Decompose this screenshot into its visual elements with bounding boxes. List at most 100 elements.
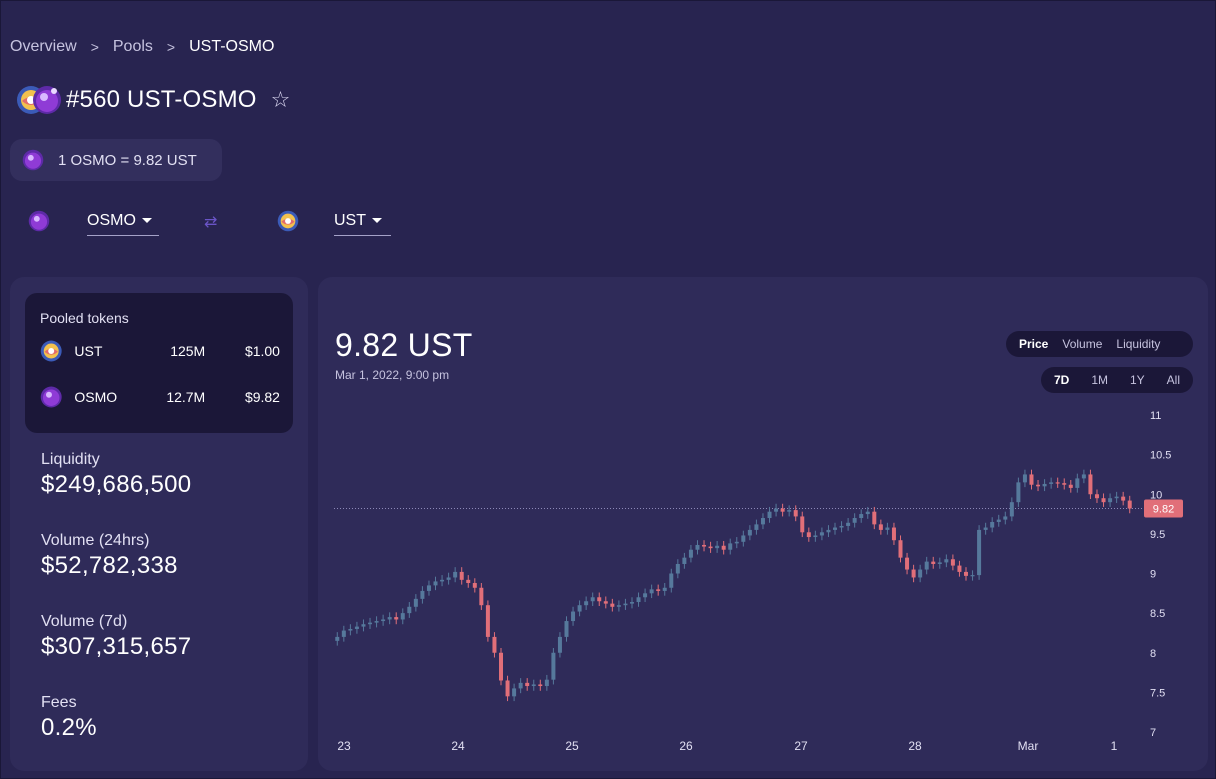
x-tick-label: 25 (565, 739, 579, 753)
pool-stats-card: Pooled tokens UST 125M $1.00 OSMO 12.7M … (10, 277, 308, 771)
y-tick-label: 8 (1150, 648, 1156, 660)
tab-range-7d[interactable]: 7D (1054, 373, 1070, 387)
candle-body (1101, 498, 1106, 503)
candle-body (937, 562, 942, 564)
candle-body (918, 569, 923, 578)
page-title: #560 UST-OSMO (66, 86, 257, 113)
candle-body (1036, 484, 1041, 487)
candle-body (361, 624, 366, 627)
tab-price[interactable]: Price (1019, 337, 1049, 351)
candle-body (440, 579, 445, 582)
breadcrumb: Overview > Pools > UST-OSMO (10, 38, 274, 56)
pooled-token-amount: 12.7M (166, 389, 206, 405)
x-tick-label: 26 (679, 739, 693, 753)
candle-body (1121, 496, 1126, 501)
candle-body (636, 597, 641, 603)
candle-body (485, 605, 490, 637)
x-tick-label: 23 (337, 739, 351, 753)
osmo-token-icon (40, 386, 62, 408)
candle-body (341, 630, 346, 637)
candle-body (891, 527, 896, 541)
fees-stat: Fees 0.2% (41, 694, 97, 742)
candle-body (492, 636, 497, 653)
candle-body (800, 516, 805, 533)
tab-range-1m[interactable]: 1M (1091, 373, 1108, 387)
candle-body (1088, 474, 1093, 495)
candle-body (1042, 483, 1047, 487)
breadcrumb-pools[interactable]: Pools (112, 38, 153, 55)
candle-body (688, 549, 693, 558)
candle-body (741, 535, 746, 542)
y-tick-label: 9.5 (1150, 529, 1165, 541)
liquidity-value: $249,686,500 (41, 471, 192, 498)
tab-range-all[interactable]: All (1166, 373, 1180, 387)
from-token-select[interactable]: OSMO (87, 206, 159, 236)
candle-body (1003, 516, 1008, 520)
pooled-token-price: $9.82 (244, 389, 280, 405)
x-tick-label: Mar (1018, 739, 1039, 753)
candle-body (872, 511, 877, 525)
candle-body (616, 605, 621, 607)
to-token-select[interactable]: UST (334, 206, 391, 236)
candle-body (1062, 483, 1067, 485)
swap-arrows-icon[interactable]: ⇄ (204, 214, 218, 231)
ust-token-icon (40, 340, 62, 362)
volume-24h-value: $52,782,338 (41, 552, 178, 579)
pooled-token-row: OSMO 12.7M $9.82 (40, 383, 280, 411)
tab-liquidity[interactable]: Liquidity (1116, 337, 1161, 351)
candle-body (780, 508, 785, 512)
candle-body (649, 589, 654, 594)
x-tick-label: 1 (1111, 739, 1118, 753)
candle-body (610, 603, 615, 607)
tab-range-1y[interactable]: 1Y (1129, 373, 1145, 387)
candle-body (977, 529, 982, 576)
tab-volume[interactable]: Volume (1062, 337, 1103, 351)
liquidity-stat: Liquidity $249,686,500 (41, 451, 191, 499)
price-chart[interactable]: 11 10.5 10 9.5 9 8.5 8 7.5 7 23 24 25 26 27 28 Mar 1 9.82 (318, 277, 1208, 771)
exchange-rate-pill: 1 OSMO = 9.82 UST (10, 139, 222, 181)
candle-body (629, 602, 634, 604)
candle-body (905, 557, 910, 570)
candle-body (865, 511, 870, 515)
candle-body (597, 597, 602, 602)
candle-body (453, 571, 458, 578)
candle-body (544, 679, 549, 687)
candle-body (734, 541, 739, 544)
candle-body (335, 636, 340, 641)
candle-body (348, 628, 353, 631)
breadcrumb-overview[interactable]: Overview (10, 38, 77, 55)
candle-body (859, 514, 864, 519)
candle-body (846, 522, 851, 526)
breadcrumb-current-pool: UST-OSMO (189, 38, 275, 55)
candle-body (767, 511, 772, 519)
pooled-tokens-title: Pooled tokens (40, 310, 129, 326)
candle-body (1009, 502, 1014, 517)
pooled-token-row: UST 125M $1.00 (40, 337, 280, 365)
candle-body (990, 521, 995, 528)
candle-body (557, 636, 562, 653)
candle-body (499, 652, 504, 681)
y-tick-label: 9 (1150, 569, 1156, 581)
candle-body (525, 682, 530, 687)
candle-body (787, 510, 792, 512)
candle-body (407, 606, 412, 614)
star-outline-icon[interactable]: ☆ (270, 87, 291, 112)
candle-body (682, 557, 687, 564)
metric-toggle: Price Volume Liquidity (1006, 331, 1193, 357)
x-tick-label: 28 (908, 739, 922, 753)
y-tick-label: 7 (1150, 727, 1156, 739)
candle-body (774, 508, 779, 512)
candle-body (387, 617, 392, 620)
caret-down-icon (141, 218, 152, 223)
current-price-badge (1144, 499, 1183, 518)
candle-body (374, 621, 379, 623)
candle-body (354, 626, 359, 629)
x-tick-label: 24 (451, 739, 465, 753)
candle-body (878, 524, 883, 530)
candle-body (669, 573, 674, 588)
pooled-tokens-panel: Pooled tokens UST 125M $1.00 OSMO 12.7M … (25, 293, 293, 433)
range-toggle: 7D 1M 1Y All (1041, 367, 1193, 393)
candle-body (1094, 494, 1099, 499)
candle-body (957, 565, 962, 572)
candle-body (702, 544, 707, 547)
